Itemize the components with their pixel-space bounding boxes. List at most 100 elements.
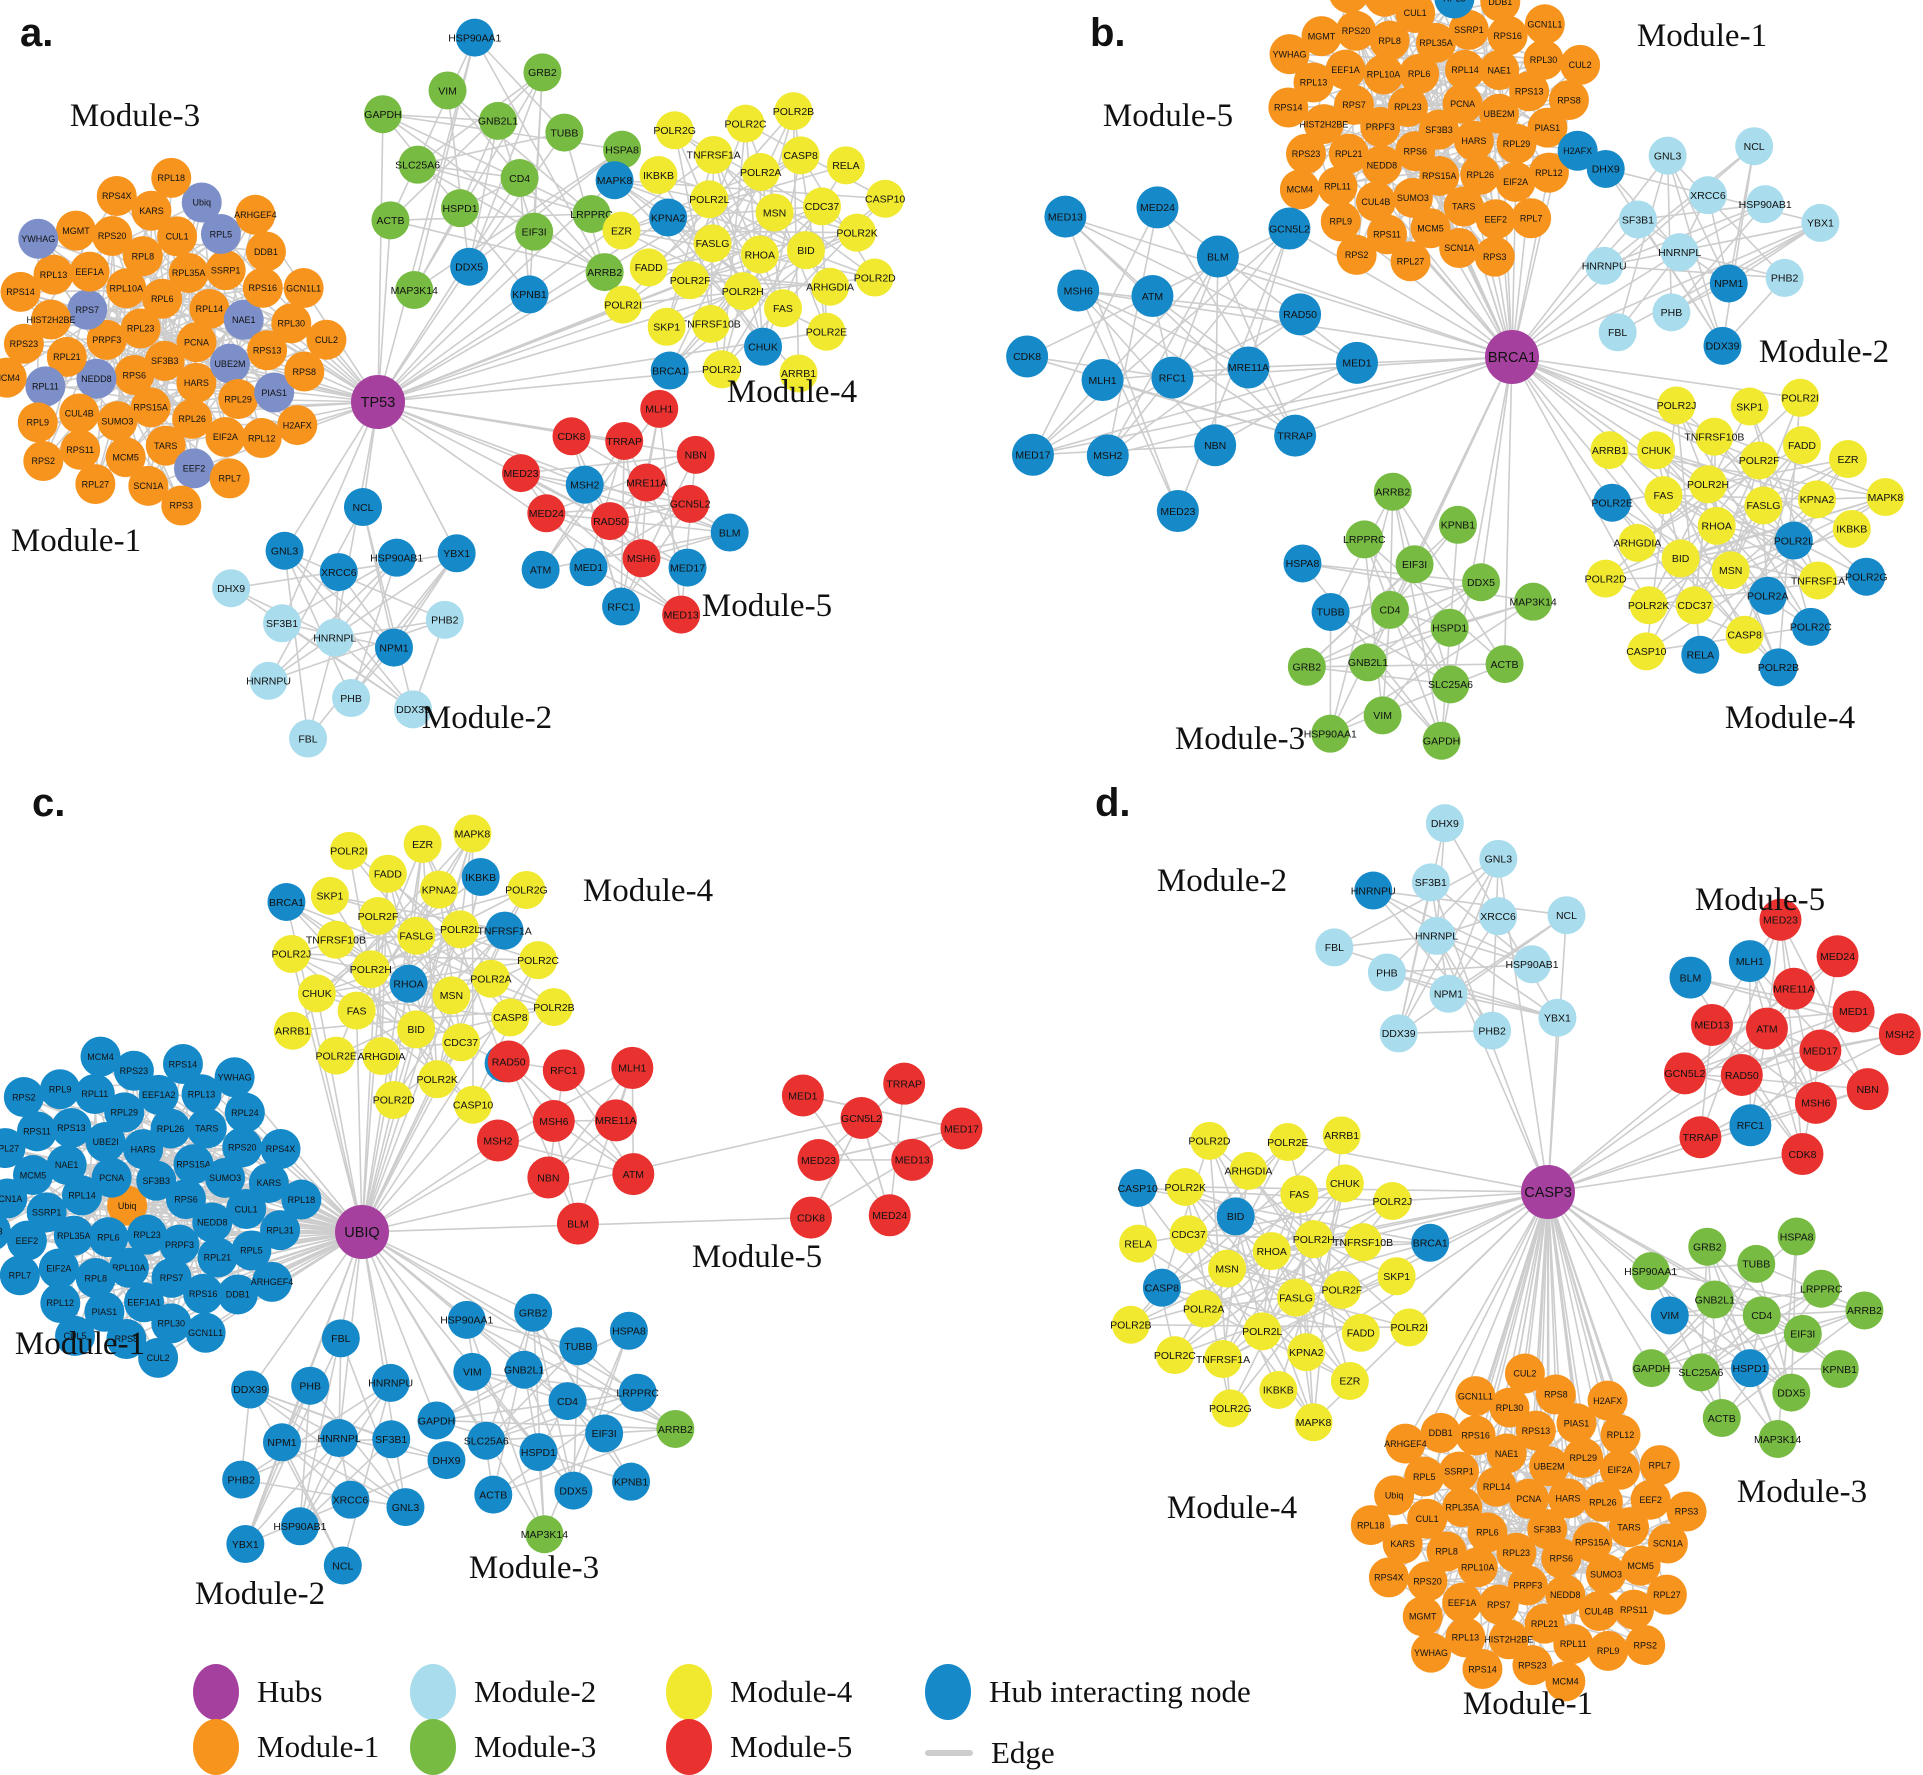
node-label: GNL3: [1485, 854, 1513, 866]
node-RHOA: RHOA: [1252, 1232, 1291, 1271]
node-GNL3: GNL3: [386, 1488, 425, 1527]
node-EIF2A: EIF2A: [1599, 1449, 1640, 1490]
node-label: ATM: [530, 565, 551, 577]
node-MRE11A: MRE11A: [1772, 967, 1815, 1010]
node-label: PHB2: [431, 615, 459, 627]
node-RPS7: RPS7: [1478, 1584, 1519, 1625]
node-POLR2E: POLR2E: [316, 1036, 357, 1075]
node-HSP90AA1: HSP90AA1: [1304, 714, 1357, 753]
node-RPS11: RPS11: [16, 1111, 57, 1152]
panel-b-Module-5-cluster: RFC1 ATM MRE11A MLH1 BLM NBN MSH6 RAD50 MSH2 MED2…: [1006, 186, 1378, 533]
node-EEF1A: EEF1A: [69, 251, 110, 292]
node-label: GNB2L1: [504, 1364, 544, 1376]
panel-b-Module-4-cluster: RHOA FASLG MSN POLR2H POLR2L BID POLR2F POLR2A F…: [1585, 378, 1905, 687]
node-label: DDX5: [1467, 577, 1495, 589]
node-label: RHOA: [1257, 1246, 1287, 1258]
node-label: HIST2H2BE: [27, 315, 76, 325]
node-label: HSP90AB1: [1505, 959, 1558, 971]
node-MED24: MED24: [868, 1194, 911, 1237]
node-RPL14: RPL14: [1445, 49, 1486, 90]
node-label: TNFRSF1A: [1791, 575, 1845, 587]
node-label: RPL29: [224, 394, 252, 404]
node-label: DHX9: [217, 583, 245, 595]
panel-a: CD4 HSPD1 GNB2L1 EIF3I SLC25A6 TUBB DDX5 VIM LRP…: [0, 11, 905, 758]
node-label: CD4: [1751, 1310, 1772, 1322]
node-label: CUL1: [166, 232, 189, 242]
node-label: BRCA1: [1413, 1238, 1448, 1250]
node-label: PHB: [299, 1381, 321, 1393]
node-label: XRCC6: [1480, 911, 1516, 923]
node-RPS15A: RPS15A: [173, 1144, 214, 1185]
node-label: RPL7: [9, 1271, 32, 1281]
node-MSN: MSN: [1208, 1249, 1247, 1288]
node-label: EZR: [611, 225, 632, 237]
node-label: VIM: [438, 85, 457, 97]
node-MED13: MED13: [1044, 195, 1087, 238]
module-label: Module-5: [702, 588, 832, 624]
node-label: MED24: [1140, 202, 1175, 214]
node-PHB: PHB: [332, 679, 371, 718]
node-PCNA: PCNA: [176, 322, 217, 363]
node-TNFRSF10B: TNFRSF10B: [1684, 417, 1744, 456]
node-CHUK: CHUK: [1325, 1164, 1364, 1203]
node-RPS11: RPS11: [1613, 1589, 1654, 1630]
node-HSP90AB1: HSP90AB1: [1505, 945, 1559, 984]
node-RELA: RELA: [1119, 1224, 1158, 1263]
node-label: GAPDH: [1633, 1363, 1670, 1375]
node-label: CDC37: [1677, 600, 1712, 612]
node-label: SCN1A: [0, 1194, 22, 1204]
node-label: RAD50: [1725, 1070, 1759, 1082]
node-label: RPL31: [266, 1225, 294, 1235]
node-RPL10A: RPL10A: [108, 1247, 149, 1288]
node-label: MED23: [801, 1155, 836, 1167]
node-label: MSH6: [627, 553, 656, 565]
node-label: RPS16: [1493, 31, 1522, 41]
node-label: PCNA: [1450, 99, 1475, 109]
node-RPL8: RPL8: [75, 1258, 116, 1299]
node-label: RPS13: [253, 346, 282, 356]
node-label: UBE2M: [214, 359, 245, 369]
node-RPL12: RPL12: [1528, 152, 1569, 193]
node-label: GNL3: [1654, 150, 1682, 162]
node-label: MED24: [872, 1210, 907, 1222]
node-label: MSH6: [1801, 1098, 1830, 1110]
node-FADD: FADD: [368, 854, 407, 893]
node-POLR2F: POLR2F: [358, 896, 398, 935]
node-SUMO3: SUMO3: [1585, 1554, 1626, 1595]
node-label: CDC37: [1171, 1229, 1206, 1241]
node-label: BID: [1227, 1211, 1245, 1223]
node-label: RFC1: [550, 1065, 578, 1077]
node-label: EZR: [1837, 454, 1858, 466]
node-label: FAS: [1654, 490, 1674, 502]
node-label: CASP8: [1727, 630, 1762, 642]
node-label: GRB2: [519, 1307, 548, 1319]
node-label: SCN1A: [1444, 243, 1474, 253]
node-RPL5: RPL5: [1434, 0, 1475, 19]
node-label: SF3B3: [1425, 125, 1453, 135]
node-label: HNRNPU: [246, 676, 291, 688]
nodes: CD4 HSPD1 GNB2L1 EIF3I SLC25A6 TUBB DDX5 VIM LRP…: [0, 18, 905, 758]
node-POLR2L: POLR2L: [1242, 1312, 1283, 1351]
node-KPNB1: KPNB1: [1438, 505, 1477, 544]
node-RPS4X: RPS4X: [260, 1128, 301, 1169]
node-DHX9: DHX9: [212, 569, 251, 608]
node-label: EZR: [412, 839, 433, 851]
node-FBL: FBL: [289, 719, 328, 758]
node-RPL6: RPL6: [88, 1217, 129, 1258]
node-CUL1: CUL1: [157, 216, 198, 257]
node-POLR2C: POLR2C: [517, 941, 560, 980]
panel-d: HNRNPL XRCC6 NPM1 SF3B1 HSP90AB1 PHB GNL3 PHB2 H…: [1095, 781, 1921, 1722]
node-label: NPM1: [1434, 989, 1463, 1001]
node-EEF1A1: EEF1A1: [124, 1282, 165, 1323]
node-RPL23: RPL23: [127, 1214, 168, 1255]
node-label: POLR2B: [773, 106, 814, 118]
node-ARHGEF4: ARHGEF4: [251, 1261, 293, 1302]
node-H2AFX: H2AFX: [277, 405, 318, 446]
node-label: PRPF3: [165, 1240, 194, 1250]
node-label: LRPPRC: [1343, 534, 1386, 546]
node-label: RPS8: [1557, 95, 1581, 105]
node-label: POLR2F: [1321, 1285, 1362, 1297]
node-MRE11A: MRE11A: [594, 1099, 637, 1142]
node-label: RPS15A: [176, 1159, 211, 1169]
node-FBL: FBL: [1598, 313, 1637, 352]
